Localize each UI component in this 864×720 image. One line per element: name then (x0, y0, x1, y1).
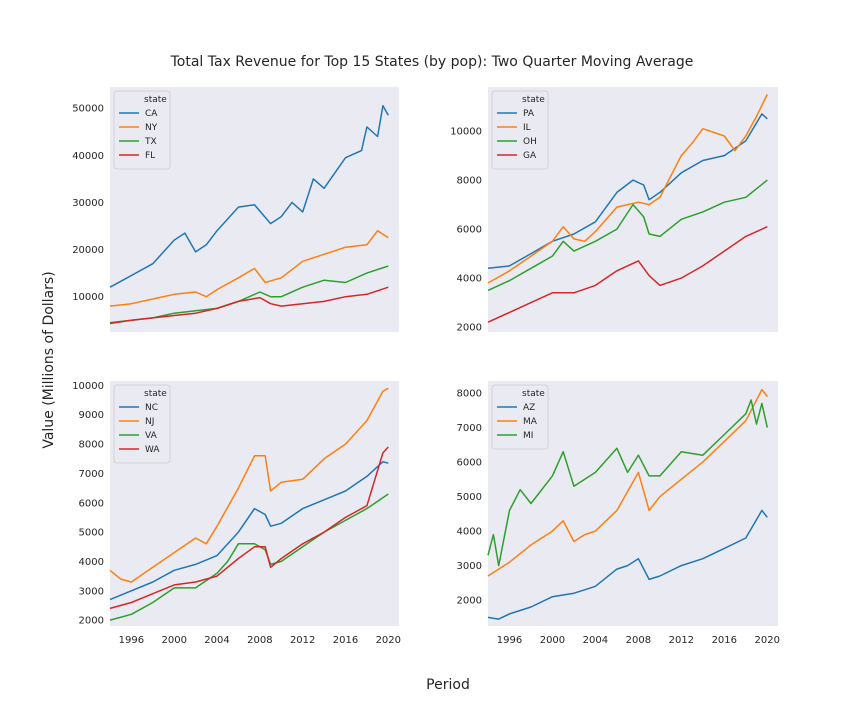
series-line-nc (109, 460, 389, 601)
x-tick-label: 2004 (583, 635, 608, 646)
series-line-ca (109, 105, 389, 288)
series-line-mi (487, 399, 769, 567)
y-tick-label: 3000 (457, 561, 482, 572)
legend-box (491, 90, 549, 170)
figure-title: Total Tax Revenue for Top 15 States (by … (170, 54, 694, 70)
x-tick-label: 2012 (290, 635, 315, 646)
y-tick-label: 7000 (457, 423, 482, 434)
legend-entry-ma: MA (523, 417, 538, 427)
series-line-tx (109, 265, 389, 324)
x-tick-label: 2008 (247, 635, 272, 646)
x-tick-label: 2012 (669, 635, 694, 646)
series-line-fl (109, 286, 389, 325)
legend-entry-nj: NJ (145, 417, 154, 427)
y-tick-label: 4000 (457, 274, 482, 285)
x-tick-label: 2008 (626, 635, 651, 646)
legend-entry-pa: PA (523, 109, 535, 119)
series-line-az (487, 509, 768, 620)
x-tick-label: 2020 (755, 635, 780, 646)
series-line-oh (487, 179, 768, 292)
legend-box (113, 90, 171, 170)
legend-entry-wa: WA (145, 445, 160, 455)
y-tick-label: 8000 (79, 440, 104, 451)
series-line-wa (109, 446, 389, 610)
legend-entry-ny: NY (145, 123, 158, 133)
chart-panel-1: 10000 20000 30000 40000 50000 state CA NY TX FL (72, 87, 399, 332)
x-tick-label: 2016 (333, 635, 358, 646)
legend-entry-nc: NC (145, 403, 158, 413)
legend-title: state (522, 389, 545, 399)
x-tick-label: 2020 (376, 635, 401, 646)
y-tick-label: 10000 (450, 127, 482, 138)
y-tick-label: 30000 (72, 198, 104, 209)
legend-entry-ga: GA (523, 151, 537, 161)
y-tick-label: 40000 (72, 151, 104, 162)
y-tick-label: 4000 (79, 557, 104, 568)
y-tick-label: 8000 (457, 389, 482, 400)
y-tick-label: 3000 (79, 586, 104, 597)
legend-entry-tx: TX (144, 137, 157, 147)
x-axis-label: Period (426, 677, 470, 693)
x-tick-label: 1996 (119, 635, 144, 646)
y-tick-label: 9000 (79, 410, 104, 421)
chart-panel-3: 2000 3000 4000 5000 6000 7000 8000 9000 10000 199… (72, 381, 401, 646)
y-tick-label: 10000 (72, 381, 104, 392)
legend-title: state (144, 95, 167, 105)
y-tick-label: 2000 (457, 596, 482, 607)
legend-entry-il: IL (523, 123, 531, 133)
series-line-ny (109, 229, 389, 307)
x-tick-label: 1996 (497, 635, 522, 646)
legend-title: state (522, 95, 545, 105)
y-tick-label: 8000 (457, 176, 482, 187)
y-tick-label: 10000 (72, 292, 104, 303)
y-tick-label: 2000 (457, 323, 482, 334)
y-tick-label: 20000 (72, 245, 104, 256)
y-tick-label: 2000 (79, 616, 104, 627)
y-tick-label: 6000 (457, 458, 482, 469)
series-line-va (109, 493, 389, 621)
y-tick-label: 5000 (79, 528, 104, 539)
series-line-nj (109, 387, 389, 583)
x-tick-label: 2004 (204, 635, 229, 646)
y-tick-label: 5000 (457, 492, 482, 503)
legend-entry-ca: CA (145, 109, 158, 119)
legend-entry-va: VA (145, 431, 158, 441)
legend-title: state (144, 389, 167, 399)
legend-entry-fl: FL (145, 151, 155, 161)
y-tick-label: 6000 (79, 498, 104, 509)
chart-panel-2: 2000 4000 6000 8000 10000 state PA IL OH GA (450, 87, 778, 334)
legend-box (113, 384, 171, 464)
y-tick-label: 6000 (457, 225, 482, 236)
legend-entry-mi: MI (523, 431, 533, 441)
legend-entry-az: AZ (523, 403, 535, 413)
series-line-ga (487, 226, 768, 323)
y-tick-label: 50000 (72, 104, 104, 115)
y-tick-label: 4000 (457, 527, 482, 538)
series-line-il (487, 93, 768, 284)
chart-panel-4: 2000 3000 4000 5000 6000 7000 8000 1996 2000 2004… (457, 381, 780, 646)
x-tick-label: 2016 (712, 635, 737, 646)
legend-box (491, 384, 549, 450)
series-line-ma (487, 388, 768, 577)
x-tick-label: 2000 (161, 635, 186, 646)
y-tick-label: 7000 (79, 469, 104, 480)
legend-entry-oh: OH (523, 137, 537, 147)
x-tick-label: 2000 (540, 635, 565, 646)
